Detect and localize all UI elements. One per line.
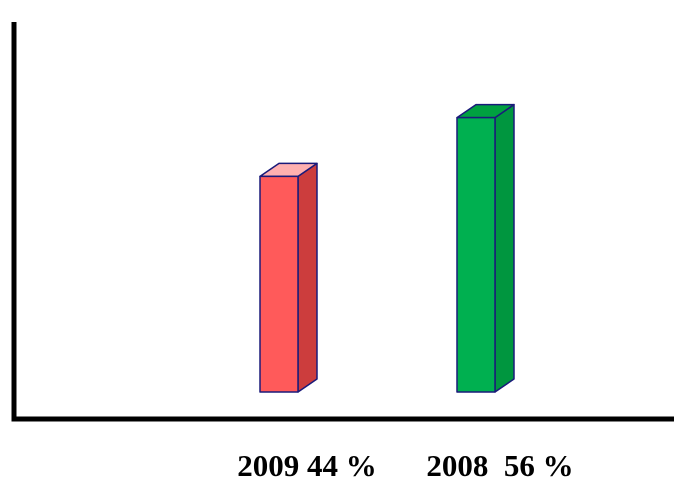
bar-front-2009 [259,175,299,393]
category-label-2009: 2009 44 % [237,448,377,477]
bar-side-2008 [494,103,515,393]
category-label-2008: 2008 56 % [426,448,573,477]
bar-front-2008 [456,116,496,393]
bar-side-2009 [297,162,318,393]
bars-layer [259,103,515,393]
